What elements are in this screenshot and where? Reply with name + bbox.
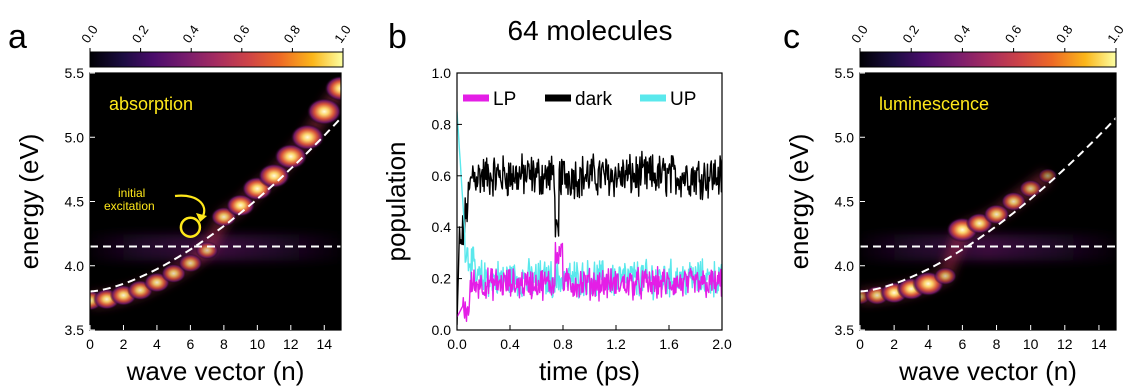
heatmap-layer: [90, 75, 341, 311]
colorbar-tick-label: 0.0: [848, 22, 871, 45]
intensity-spot: [225, 194, 256, 217]
legend-label-UP: UP: [670, 89, 696, 110]
y-tick-label: 0.4: [432, 219, 452, 235]
x-tick-label: 0: [856, 336, 864, 352]
panel-letter-b: b: [388, 18, 407, 56]
x-axis-label: time (ps): [539, 356, 640, 386]
legend-label-dark: dark: [575, 89, 612, 110]
x-tick-label: 6: [187, 336, 195, 352]
panel-c-luminescence-map: 0.0 0.2 0.4 0.6 0.8 1.0 0 2 4 6 8 10 12 14 3.5 4.0 4.5 5.…: [784, 22, 1127, 386]
colorbar-tick-label: 0.2: [129, 22, 152, 45]
panel-letter-a: a: [8, 18, 27, 56]
legend-label-LP: LP: [493, 89, 516, 110]
x-tick-label: 14: [1091, 336, 1107, 352]
intensity-spot: [983, 204, 1010, 225]
y-tick-label: 0.2: [432, 271, 452, 287]
y-tick-label: 4.0: [65, 258, 85, 274]
x-tick-label: 10: [250, 336, 266, 352]
y-axis-label: population: [381, 142, 411, 262]
intensity-spot: [1038, 168, 1058, 184]
x-tick-label: 8: [993, 336, 1001, 352]
panel-annotation: luminescence: [879, 94, 989, 114]
intensity-spot: [933, 267, 957, 286]
y-tick-label: 3.5: [835, 322, 855, 338]
intensity-spot: [1000, 191, 1027, 212]
y-tick-label: 3.5: [65, 322, 85, 338]
y-tick-label: 4.5: [65, 194, 85, 210]
y-axis-label: energy (eV): [784, 134, 814, 270]
callout-line-2: excitation: [104, 199, 155, 213]
intensity-spot: [290, 124, 325, 151]
plot-frame: [456, 72, 723, 331]
exciton-band-glow: [860, 234, 1116, 261]
panel-annotation: absorption: [109, 94, 193, 114]
colorbar-tick-label: 0.0: [78, 22, 101, 45]
x-tick-label: 12: [283, 336, 299, 352]
x-tick-label: 0: [86, 336, 94, 352]
y-tick-label: 5.5: [65, 65, 85, 81]
x-tick-label: 4: [153, 336, 161, 352]
colorbar: [89, 51, 344, 68]
colorbar-tick-label: 0.6: [230, 22, 253, 45]
y-tick-label: 5.0: [835, 129, 855, 145]
callout-line-1: initial: [118, 186, 145, 200]
y-tick-label: 0.8: [432, 116, 452, 132]
callout-arrowhead: [196, 213, 207, 222]
x-tick-label: 0.4: [500, 336, 520, 352]
series-layer: [457, 111, 722, 325]
y-axis-label: energy (eV): [14, 134, 44, 270]
x-tick-label: 8: [220, 336, 228, 352]
x-tick-label: 2.0: [712, 336, 732, 352]
y-tick-label: 5.5: [835, 65, 855, 81]
colorbar-tick-label: 0.6: [1002, 22, 1025, 45]
x-tick-label: 2: [120, 336, 128, 352]
x-tick-label: 12: [1057, 336, 1073, 352]
panel-a-absorption-map: 0.0 0.2 0.4 0.6 0.8 1.0 0 2 4 6 8 10 12 14 3.5 4.0 4.5 5.…: [14, 22, 354, 386]
series-line-LP: [457, 241, 722, 322]
intensity-spot: [274, 143, 308, 170]
y-tick-label: 4.5: [835, 194, 855, 210]
x-tick-label: 1.2: [606, 336, 626, 352]
colorbar-tick-label: 0.2: [899, 22, 922, 45]
colorbar-tick-label: 1.0: [1104, 22, 1127, 45]
y-tick-label: 4.0: [835, 258, 855, 274]
intensity-spot: [306, 97, 341, 126]
intensity-spot: [257, 163, 291, 189]
y-tick-label: 5.0: [65, 129, 85, 145]
x-tick-label: 0.8: [553, 336, 573, 352]
colorbar: [859, 51, 1117, 68]
colorbar-tick-label: 0.8: [281, 22, 304, 45]
y-tick-label: 0.0: [432, 322, 452, 338]
x-tick-label: 14: [316, 336, 332, 352]
x-tick-label: 0.0: [447, 336, 467, 352]
photon-dispersion-dashed-line: [90, 117, 341, 293]
x-tick-label: 6: [959, 336, 967, 352]
x-axis-label: wave vector (n): [898, 356, 1077, 386]
y-tick-label: 1.0: [432, 65, 452, 81]
colorbar-tick-label: 0.4: [951, 22, 974, 45]
colorbar-tick-label: 0.4: [179, 22, 202, 45]
intensity-spot: [161, 263, 187, 284]
intensity-spot: [178, 253, 203, 273]
x-tick-label: 1.6: [659, 336, 679, 352]
intensity-spot: [324, 75, 341, 102]
colorbar-tick-label: 1.0: [331, 22, 354, 45]
initial-excitation-marker: [179, 216, 202, 238]
panel-b-population-plot: 64 molecules 0.0 0.4 0.8 1.2 1.6 2.0 0.0 0.2 0.4 0…: [381, 15, 732, 386]
chart-title: 64 molecules: [508, 15, 673, 46]
photon-dispersion-dashed-line: [860, 117, 1116, 293]
x-tick-label: 4: [924, 336, 932, 352]
panel-letter-c: c: [783, 18, 800, 56]
series-line-dark: [457, 150, 722, 325]
x-tick-label: 2: [890, 336, 898, 352]
x-tick-label: 10: [1023, 336, 1039, 352]
intensity-spot: [1019, 179, 1043, 198]
x-axis-label: wave vector (n): [126, 356, 305, 386]
y-tick-label: 0.6: [432, 168, 452, 184]
colorbar-tick-label: 0.8: [1053, 22, 1076, 45]
